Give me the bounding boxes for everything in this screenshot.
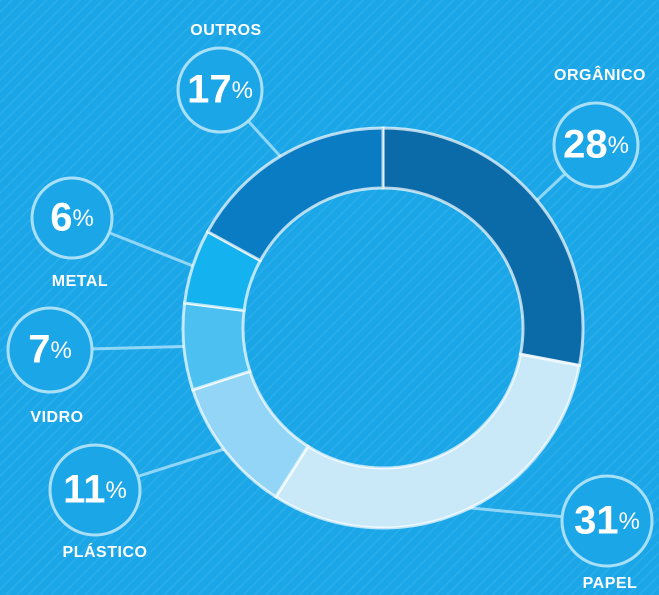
label-circle: [552, 101, 640, 189]
category-label: VIDRO: [30, 409, 83, 426]
label-circle: [48, 443, 142, 537]
unit: %: [105, 477, 126, 504]
category-label: PAPEL: [583, 575, 638, 592]
unit: %: [50, 337, 71, 364]
unit: %: [608, 132, 629, 159]
donut-segment: [205, 126, 385, 263]
donut-segment: [273, 352, 582, 530]
category-label: METAL: [52, 273, 108, 290]
unit: %: [232, 77, 253, 104]
category-label: ORGÂNICO: [554, 65, 646, 84]
donut-segment: [381, 126, 585, 368]
value-label: 7%: [28, 328, 72, 372]
label-circle: [560, 474, 654, 568]
label-circle: [30, 176, 114, 260]
label-circle: [176, 46, 264, 134]
label-circle: [6, 306, 94, 394]
unit: %: [619, 508, 640, 535]
category-label: OUTROS: [190, 22, 261, 39]
unit: %: [72, 205, 93, 232]
category-label: PLÁSTICO: [63, 542, 148, 561]
